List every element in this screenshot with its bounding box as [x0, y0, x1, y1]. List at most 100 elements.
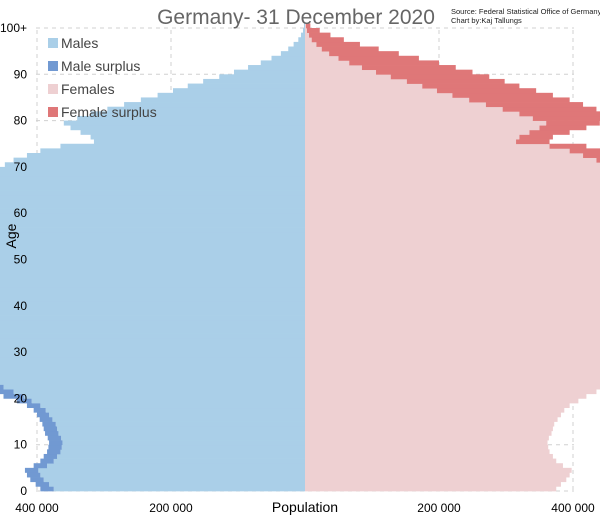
male-surplus-bar	[16, 398, 32, 404]
female-bar	[305, 88, 437, 94]
male-bar	[219, 74, 305, 80]
male-bar	[53, 486, 305, 492]
male-bar	[0, 240, 305, 246]
male-surplus-bar	[42, 421, 56, 427]
female-bar	[305, 65, 362, 71]
female-surplus-bar	[406, 78, 505, 84]
male-bar	[248, 65, 305, 71]
male-bar	[45, 407, 306, 413]
male-bar	[60, 143, 306, 149]
legend-label-female-surplus: Female surplus	[61, 104, 157, 120]
male-bar	[124, 102, 305, 108]
male-bar	[0, 227, 305, 233]
male-bar	[52, 416, 305, 422]
x-tick-label: 400 000	[15, 501, 59, 515]
female-bar	[305, 153, 584, 158]
female-bar	[305, 51, 330, 57]
female-surplus-bar	[309, 32, 331, 38]
male-bar	[43, 477, 305, 483]
female-bar	[305, 78, 407, 84]
female-bar	[305, 407, 565, 413]
female-surplus-bar	[532, 115, 600, 121]
female-bar	[305, 393, 587, 399]
male-bar	[302, 28, 305, 33]
male-surplus-bar	[37, 412, 50, 418]
female-bar	[305, 231, 600, 237]
female-bar	[305, 440, 548, 446]
male-surplus-bar	[48, 444, 62, 450]
female-bar	[305, 453, 553, 459]
male-bar	[293, 41, 305, 47]
female-surplus-bar	[519, 111, 600, 117]
female-surplus-bar	[311, 37, 344, 43]
male-bar	[0, 222, 305, 228]
male-bar	[0, 264, 306, 270]
legend-label-male-surplus: Male surplus	[61, 58, 140, 74]
male-bar	[0, 375, 305, 381]
male-bar	[0, 352, 305, 358]
male-surplus-bar	[49, 440, 63, 446]
female-bar	[305, 125, 540, 131]
male-surplus-bar	[43, 426, 58, 432]
female-bar	[305, 315, 600, 321]
female-bar	[305, 412, 561, 418]
male-bar	[0, 338, 305, 344]
male-bar	[0, 185, 306, 191]
male-bar	[0, 190, 306, 196]
female-bar	[305, 458, 557, 464]
male-bar	[288, 46, 305, 52]
male-bar	[93, 139, 305, 145]
male-bar	[58, 430, 305, 436]
legend-swatch-males	[48, 38, 58, 48]
legend-swatch-female-surplus	[48, 107, 58, 117]
female-bar	[305, 310, 600, 316]
male-bar	[0, 245, 305, 251]
female-bar	[305, 273, 600, 279]
female-surplus-bar	[307, 28, 320, 33]
male-bar	[13, 157, 306, 163]
female-bar	[305, 449, 550, 455]
female-bar	[305, 305, 600, 311]
female-surplus-bar	[376, 69, 473, 75]
female-bar	[305, 282, 600, 288]
male-surplus-bar	[30, 477, 44, 483]
bars	[0, 23, 600, 492]
male-bar	[80, 129, 305, 135]
female-bar	[305, 356, 600, 362]
male-bar	[3, 384, 305, 390]
female-surplus-bar	[361, 65, 456, 71]
male-bar	[90, 111, 305, 117]
female-bar	[305, 180, 600, 186]
female-surplus-bar	[422, 83, 520, 89]
female-bar	[305, 217, 600, 223]
female-bar	[305, 240, 600, 246]
female-bar	[305, 208, 600, 214]
female-bar	[305, 194, 600, 200]
male-bar	[70, 125, 305, 131]
female-bar	[305, 342, 600, 348]
male-bar	[0, 347, 306, 353]
female-bar	[305, 435, 549, 441]
female-bar	[305, 203, 600, 209]
female-bar	[305, 139, 517, 145]
female-bar	[305, 28, 308, 33]
male-bar	[62, 440, 306, 446]
male-bar	[300, 32, 305, 38]
male-bar	[303, 23, 305, 29]
male-surplus-bar	[3, 393, 24, 399]
male-bar	[63, 120, 305, 126]
female-bar	[305, 227, 600, 233]
x-tick-label: 200 000	[149, 501, 193, 515]
male-bar	[0, 319, 305, 325]
x-tick-label: 200 000	[417, 501, 461, 515]
male-bar	[61, 444, 305, 450]
male-bar	[0, 287, 306, 293]
female-bar	[305, 347, 600, 353]
female-bar	[305, 134, 520, 140]
female-bar	[305, 333, 600, 339]
y-tick-label: 30	[14, 345, 28, 359]
y-axis-title: Age	[3, 223, 19, 248]
female-surplus-bar	[390, 74, 490, 80]
female-bar	[305, 472, 570, 478]
